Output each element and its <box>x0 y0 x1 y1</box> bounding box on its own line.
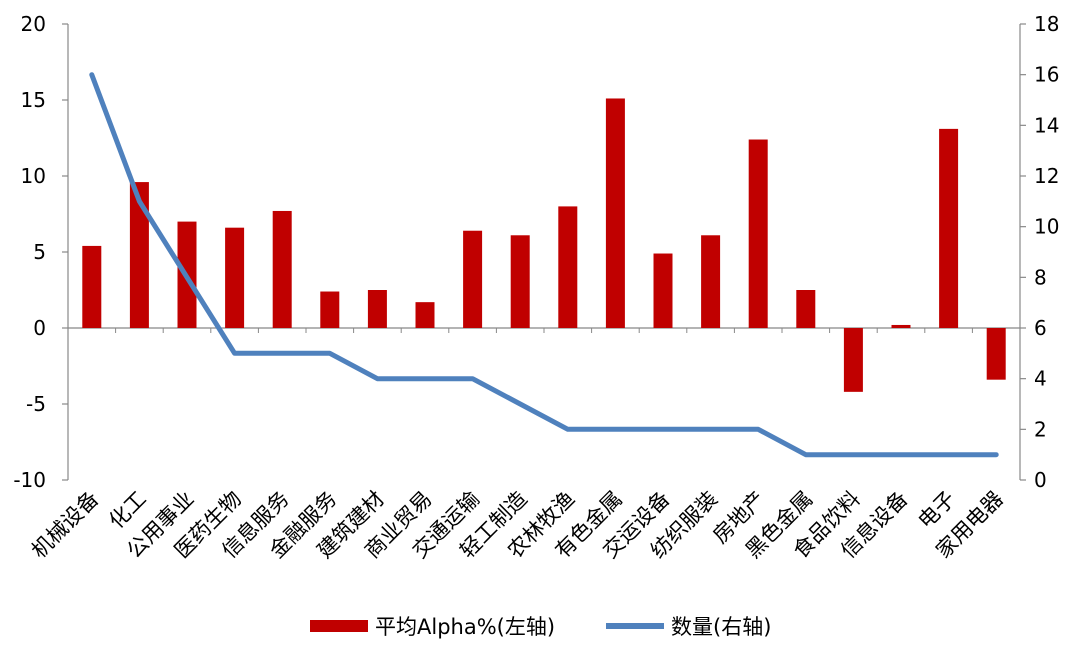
left-tick-label: 5 <box>33 240 46 264</box>
right-tick-label: 14 <box>1034 113 1059 137</box>
legend: 平均Alpha%(左轴) 数量(右轴) <box>310 615 771 639</box>
bar <box>272 210 292 328</box>
bar <box>510 235 530 328</box>
bar <box>225 227 245 328</box>
legend-bar-label: 平均Alpha%(左轴) <box>375 615 555 639</box>
bar <box>986 328 1006 380</box>
bar <box>415 302 435 328</box>
bar <box>320 291 340 328</box>
right-tick-label: 12 <box>1034 164 1059 188</box>
bar <box>367 290 387 328</box>
legend-line-label: 数量(右轴) <box>671 615 771 639</box>
bar <box>701 235 721 328</box>
bar-series <box>82 98 1006 392</box>
left-tick-label: 10 <box>21 164 46 188</box>
right-tick-label: 18 <box>1034 12 1059 36</box>
right-tick-label: 6 <box>1034 316 1047 340</box>
line-series <box>89 72 999 458</box>
right-tick-label: 16 <box>1034 63 1059 87</box>
bar <box>939 128 959 328</box>
right-tick-label: 2 <box>1034 417 1047 441</box>
right-tick-label: 8 <box>1034 265 1047 289</box>
left-tick-label: 20 <box>21 12 46 36</box>
count-line <box>89 72 999 458</box>
right-tick-label: 10 <box>1034 215 1059 239</box>
left-tick-label: 0 <box>33 316 46 340</box>
bar <box>843 328 863 392</box>
bar <box>891 324 911 328</box>
bar <box>605 98 625 328</box>
left-tick-label: -5 <box>26 392 46 416</box>
bar <box>796 290 816 328</box>
bar <box>653 253 673 328</box>
right-tick-label: 4 <box>1034 367 1047 391</box>
category-label: 机械设备 <box>27 487 103 563</box>
bar <box>558 206 578 328</box>
left-tick-label: -10 <box>13 468 46 492</box>
bar <box>748 139 768 328</box>
bar <box>463 230 483 328</box>
left-tick-label: 15 <box>21 88 46 112</box>
bar <box>129 182 149 328</box>
bar <box>82 245 102 328</box>
legend-bar-swatch <box>310 620 368 632</box>
right-tick-label: 0 <box>1034 468 1047 492</box>
category-labels: 机械设备 化工公用事业医药生物信息服务金融服务建筑建材商业贸易交通运输轻工制造农林… <box>27 487 1008 563</box>
